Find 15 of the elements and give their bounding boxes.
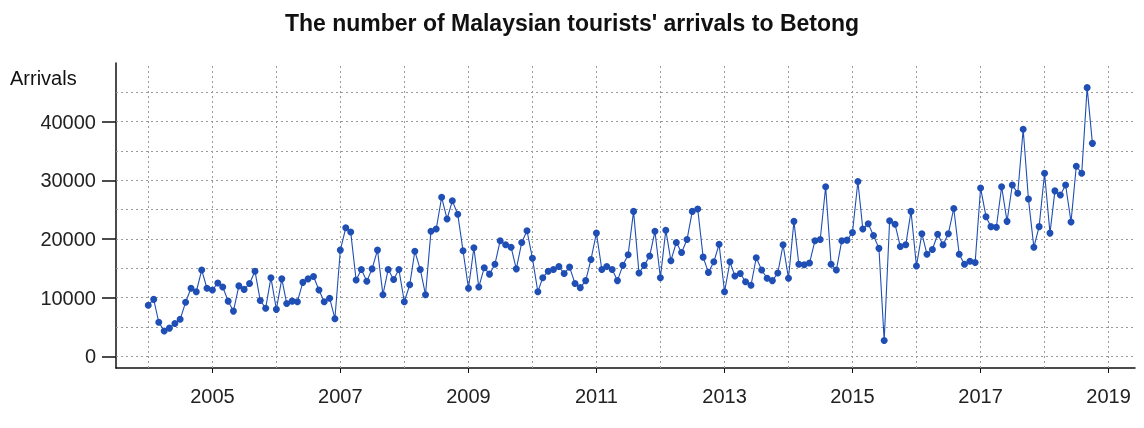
x-tick-label: 2009 (446, 385, 491, 407)
x-tick-label: 2005 (190, 385, 235, 407)
y-tick-label: 0 (84, 345, 96, 368)
x-tick-label: 2011 (574, 385, 618, 407)
x-tick-label: 2017 (958, 385, 1003, 407)
y-axis-title: Arrivals (10, 67, 77, 89)
x-tick-label: 2013 (702, 385, 747, 407)
y-tick-label: 20000 (40, 227, 96, 250)
x-tick-label: 2015 (830, 385, 875, 407)
y-tick-label: 10000 (40, 286, 96, 309)
y-tick-label: 40000 (40, 110, 96, 133)
y-tick-label: 30000 (40, 169, 96, 192)
chart-title: The number of Malaysian tourists' arrivals to Betong (284, 9, 860, 36)
x-tick-label: 2007 (318, 385, 363, 407)
x-tick-label: 2019 (1086, 385, 1131, 407)
